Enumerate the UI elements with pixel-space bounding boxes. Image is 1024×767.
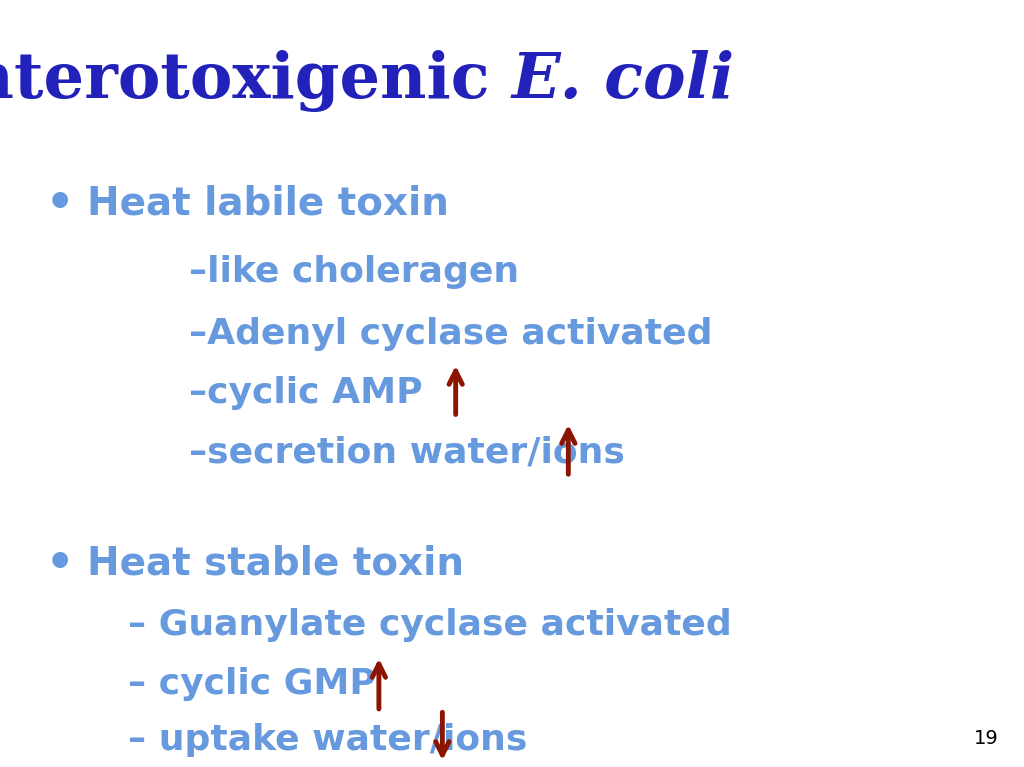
Text: –secretion water/ions: –secretion water/ions [189,436,626,469]
Text: –like choleragen: –like choleragen [189,255,519,289]
Text: – Guanylate cyclase activated: – Guanylate cyclase activated [128,608,732,642]
Text: Enterotoxigenic: Enterotoxigenic [0,50,512,111]
Text: Heat labile toxin: Heat labile toxin [87,184,449,222]
Text: –cyclic AMP: –cyclic AMP [189,376,423,410]
Text: Heat stable toxin: Heat stable toxin [87,545,464,583]
Text: E. coli: E. coli [512,50,735,111]
Text: – cyclic GMP: – cyclic GMP [128,667,376,701]
Text: •: • [46,182,75,225]
Text: – uptake water/ions: – uptake water/ions [128,723,527,757]
Text: 19: 19 [974,729,998,748]
Text: –Adenyl cyclase activated: –Adenyl cyclase activated [189,317,713,351]
Text: •: • [46,542,75,585]
